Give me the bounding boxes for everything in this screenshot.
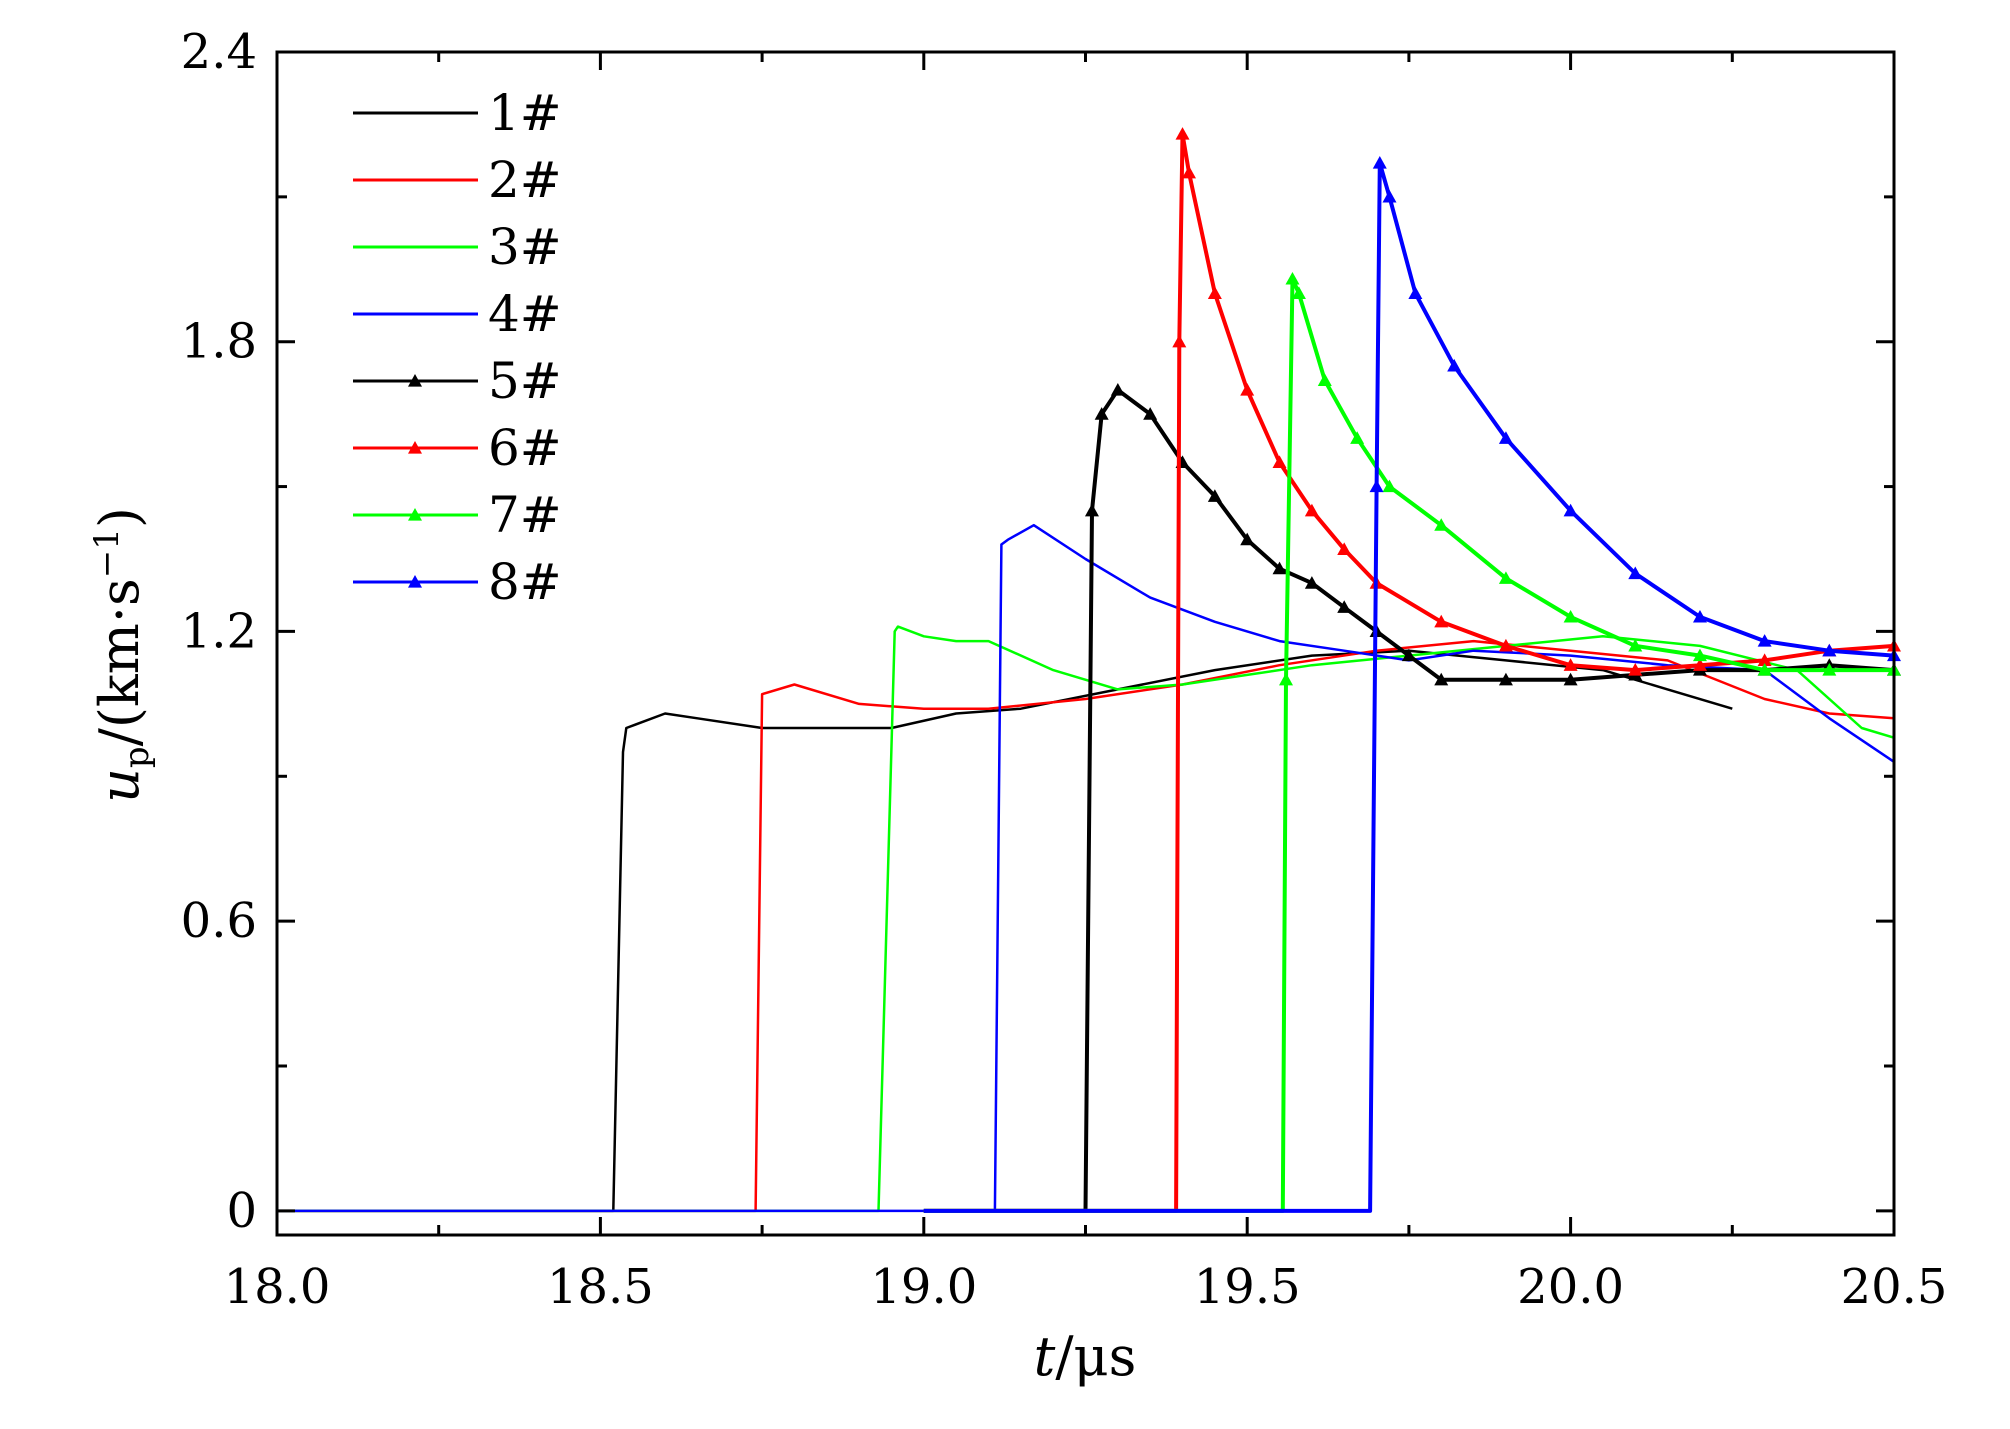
series-8-marker: [1382, 189, 1397, 203]
series-6-marker: [1172, 334, 1187, 348]
series-line-6: [923, 132, 1895, 1213]
series-5-marker: [1337, 600, 1352, 613]
legend-marker-7: [408, 508, 422, 521]
series-6-marker: [1757, 653, 1772, 666]
series-6-marker: [1181, 165, 1196, 179]
legend: 1# 2# 3# 4# 5# 6# 7# 8#: [353, 84, 562, 611]
legend-label-2: 2#: [488, 151, 562, 209]
series-7-marker: [1434, 518, 1449, 531]
series-line-1: [277, 649, 1733, 1213]
legend-label-1: 1#: [488, 84, 562, 142]
series-7-marker: [1757, 663, 1772, 676]
legend-label-5: 5#: [488, 352, 562, 410]
series-8-marker: [1372, 156, 1387, 169]
y-tick-label: 1.2: [181, 603, 257, 659]
series-8-marker: [1757, 634, 1772, 647]
series-7-marker: [1382, 479, 1397, 493]
series-5-marker: [1401, 648, 1416, 662]
series-line-5: [923, 388, 1895, 1213]
series-6-marker: [1434, 614, 1449, 628]
x-tick-label: 18.5: [547, 1259, 654, 1315]
series-5-marker: [1563, 672, 1578, 686]
legend-marker-5: [408, 374, 422, 387]
series-7-marker: [1285, 271, 1300, 285]
series-7-marker: [1692, 648, 1707, 662]
legend-label-4: 4#: [488, 285, 562, 343]
series-5-marker: [1272, 561, 1287, 575]
series-8-marker: [1498, 431, 1513, 444]
tick-layer: 18.0 18.5 19.0 19.5 20.0 20.5 0 0.6 1.2 1.8 2.4: [181, 24, 1948, 1315]
series-line-8: [923, 161, 1895, 1213]
series-5-marker: [1240, 532, 1255, 546]
series-6-marker: [1498, 638, 1513, 652]
x-tick-label: 19.0: [870, 1259, 977, 1315]
series-7-marker: [1291, 286, 1306, 300]
series-6-marker: [1207, 286, 1222, 300]
series-6-marker: [1272, 455, 1287, 469]
series-8-marker: [1408, 286, 1423, 300]
x-tick-label: 20.5: [1841, 1259, 1948, 1315]
legend-label-7: 7#: [488, 486, 562, 544]
series-5-marker: [1110, 383, 1125, 396]
y-tick-label: 0: [226, 1183, 257, 1239]
legend-marker-8: [408, 575, 422, 588]
series-5-marker: [1084, 503, 1099, 517]
series-8-marker: [1692, 609, 1707, 623]
series-5-marker: [1304, 576, 1319, 589]
series-7-marker: [1628, 638, 1643, 652]
series-6-marker: [1175, 127, 1190, 140]
series-8-marker: [1447, 358, 1462, 372]
series-7-marker: [1498, 571, 1513, 584]
legend-label-3: 3#: [488, 218, 562, 276]
legend-label-6: 6#: [488, 419, 562, 477]
series-5-marker: [1143, 407, 1158, 420]
legend-marker-6: [408, 441, 422, 454]
series-6-marker: [1240, 383, 1255, 396]
series-7-marker: [1317, 373, 1332, 386]
series-layer: [277, 127, 1901, 1213]
y-tick-label: 2.4: [181, 24, 257, 80]
x-tick-label: 18.0: [224, 1259, 331, 1315]
series-8-marker: [1822, 643, 1837, 657]
series-5-marker: [1094, 407, 1109, 420]
series-8-marker: [1628, 566, 1643, 580]
series-7-marker: [1279, 672, 1294, 686]
x-tick-label: 20.0: [1517, 1259, 1624, 1315]
series-7-marker: [1563, 609, 1578, 623]
series-7-marker: [1350, 431, 1365, 444]
series-5-marker: [1434, 672, 1449, 686]
y-tick-label: 0.6: [181, 893, 257, 949]
series-8-marker: [1369, 479, 1384, 493]
y-tick-label: 1.8: [181, 314, 257, 370]
legend-label-8: 8#: [488, 553, 562, 611]
series-6-marker: [1563, 658, 1578, 671]
series-7-marker: [1822, 663, 1837, 676]
x-axis-title: t/μs: [1034, 1325, 1137, 1388]
series-6-marker: [1304, 503, 1319, 517]
series-6-marker: [1692, 658, 1707, 671]
x-tick-label: 19.5: [1194, 1259, 1301, 1315]
series-line-3: [277, 625, 1895, 1213]
series-line-7: [923, 276, 1894, 1213]
series-5-marker: [1207, 489, 1222, 502]
series-5-marker: [1498, 672, 1513, 686]
series-6-marker: [1337, 542, 1352, 555]
series-8-marker: [1563, 503, 1578, 517]
y-axis-title: up/(km·s−1): [87, 507, 157, 803]
series-6-marker: [1628, 663, 1643, 676]
